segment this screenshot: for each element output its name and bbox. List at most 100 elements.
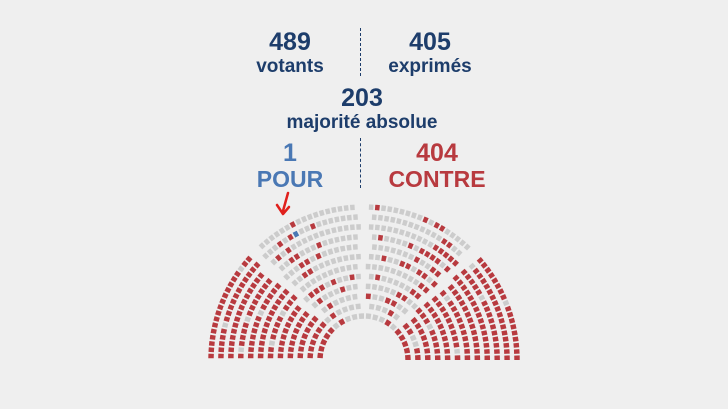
contre-seat (453, 311, 461, 318)
contre-seat (215, 310, 222, 316)
contre-seat (208, 341, 215, 346)
contre-seat (477, 317, 485, 324)
contre-seat (444, 348, 451, 354)
contre-seat (460, 329, 467, 336)
bottom-divider (360, 138, 361, 188)
contre-seat (247, 353, 254, 359)
contre-seat (418, 247, 426, 255)
empty-seat (390, 267, 397, 275)
empty-seat (346, 214, 352, 221)
contre-seat (463, 289, 471, 297)
contre-seat (452, 259, 459, 267)
contre-seat (308, 345, 315, 352)
empty-seat (330, 257, 337, 265)
empty-seat (298, 227, 305, 235)
empty-seat (291, 279, 299, 287)
empty-seat (337, 225, 343, 233)
empty-seat (419, 259, 426, 267)
contre-seat (311, 315, 319, 323)
contre-seat (287, 353, 294, 359)
contre-seat (404, 262, 412, 270)
contre-seat (224, 286, 232, 294)
contre-seat (317, 352, 324, 359)
contre-seat (257, 272, 265, 279)
empty-seat (270, 258, 278, 266)
contre-seat (510, 324, 517, 330)
empty-seat (371, 234, 377, 241)
empty-seat (318, 209, 325, 217)
contre-seat (492, 336, 499, 342)
empty-seat (299, 285, 307, 293)
empty-seat (387, 277, 394, 284)
empty-seat (365, 283, 371, 290)
contre-seat (238, 353, 244, 359)
contre-seat (251, 327, 258, 334)
empty-seat (324, 208, 331, 215)
empty-seat (378, 295, 385, 302)
empty-seat (396, 303, 404, 311)
contre-seat (246, 287, 254, 295)
empty-seat (389, 237, 396, 244)
empty-seat (283, 273, 291, 281)
contre-seat (306, 268, 314, 276)
contre-seat (471, 283, 479, 291)
empty-seat (372, 294, 378, 301)
majorite-label: majorité absolue (286, 112, 438, 133)
empty-seat (450, 245, 458, 253)
contre-seat (491, 277, 499, 284)
contre-label: CONTRE (388, 166, 486, 192)
contre-seat (413, 256, 421, 264)
empty-seat (371, 264, 378, 270)
contre-seat (422, 341, 430, 348)
contre-seat (221, 292, 229, 299)
empty-seat (336, 276, 343, 284)
empty-seat (222, 322, 229, 328)
contre-seat (415, 269, 423, 276)
contre-seat (365, 293, 371, 300)
empty-seat (343, 255, 349, 262)
contre-seat (263, 298, 271, 305)
contre-seat (417, 282, 425, 290)
empty-seat (398, 229, 405, 236)
contre-seat (415, 307, 423, 315)
empty-seat (416, 214, 423, 221)
contre-seat (423, 317, 431, 325)
contre-seat (451, 289, 459, 296)
contre-seat (483, 283, 491, 290)
contre-seat (208, 353, 214, 359)
contre-seat (289, 340, 296, 346)
empty-seat (338, 296, 346, 304)
contre-seat (417, 328, 425, 336)
empty-seat (439, 261, 447, 269)
empty-seat (301, 237, 308, 245)
majorite-number: 203 (341, 84, 383, 112)
contre-seat (277, 353, 284, 359)
empty-seat (346, 244, 352, 251)
empty-seat (459, 239, 466, 247)
empty-seat (406, 298, 414, 306)
contre-seat (258, 347, 264, 353)
empty-seat (266, 248, 274, 256)
contre-seat (451, 335, 459, 342)
empty-seat (332, 299, 340, 307)
contre-seat (270, 334, 277, 340)
contre-seat (513, 342, 520, 348)
contre-seat (470, 329, 478, 336)
contre-seat (500, 294, 507, 301)
empty-seat (281, 237, 289, 244)
empty-seat (393, 258, 400, 265)
contre-seat (433, 342, 440, 348)
empty-seat (368, 253, 374, 260)
empty-seat (393, 279, 400, 287)
contre-seat (225, 310, 233, 317)
contre-seat (444, 355, 451, 360)
empty-seat (416, 235, 423, 243)
contre-seat (423, 301, 431, 309)
contre-seat (395, 291, 403, 299)
empty-seat (409, 334, 417, 342)
empty-seat (399, 208, 405, 215)
contre-seat (253, 321, 260, 328)
contre-seat (374, 204, 380, 211)
empty-seat (384, 286, 391, 294)
empty-seat (296, 275, 304, 283)
